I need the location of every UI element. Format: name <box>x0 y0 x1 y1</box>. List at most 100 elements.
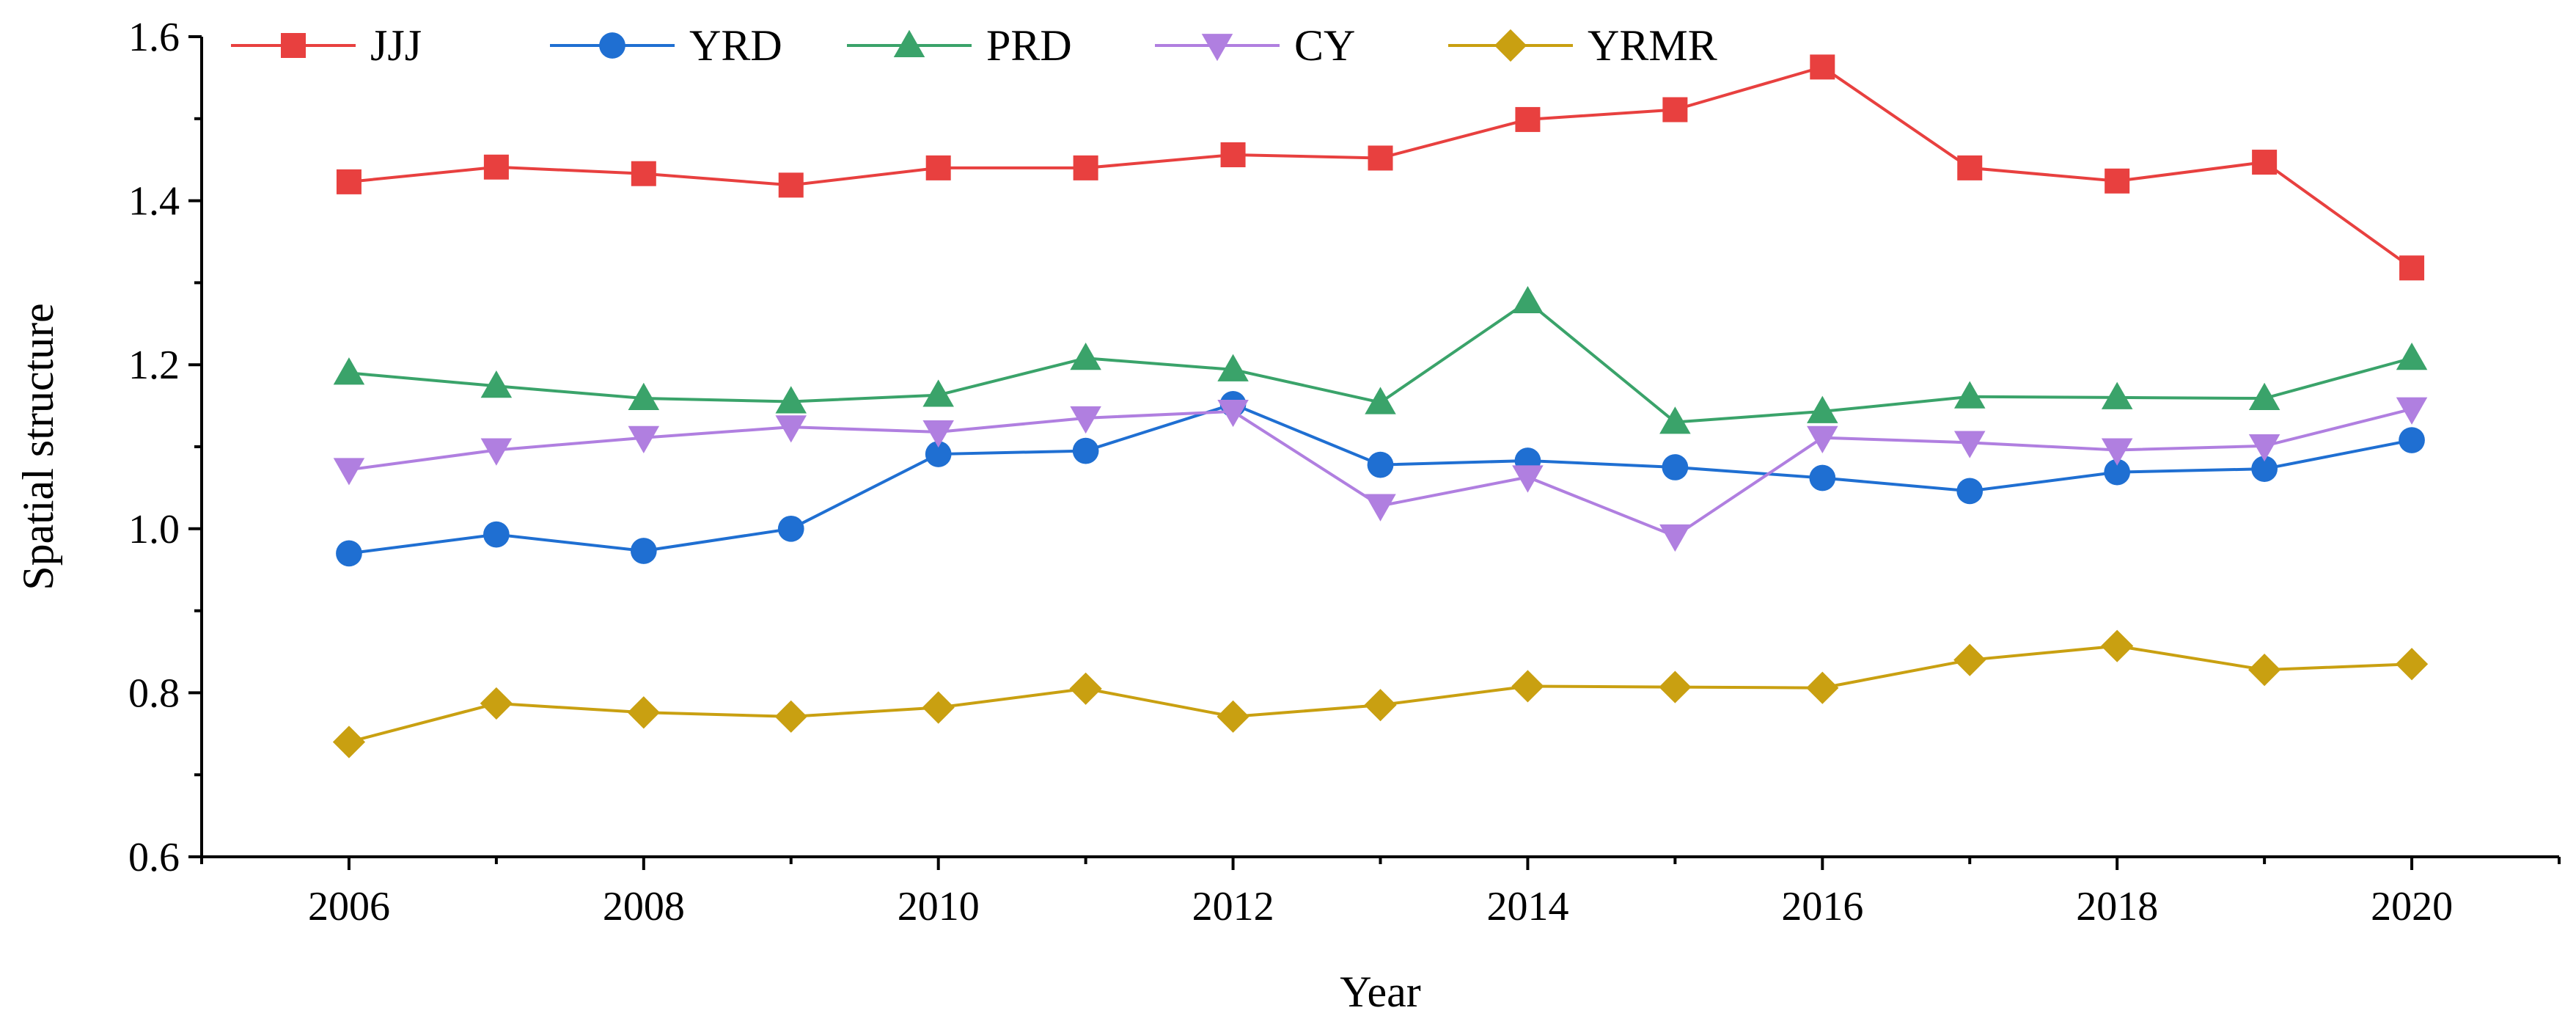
legend-label-jjj: JJJ <box>370 21 422 70</box>
y-tick-label: 1.0 <box>128 507 180 552</box>
data-point-cy <box>1217 399 1249 428</box>
y-tick-label: 1.6 <box>128 15 180 60</box>
x-axis-title: Year <box>1340 968 1421 1016</box>
data-point-jjj <box>2252 150 2278 175</box>
legend-item-yrmr: YRMR <box>1448 21 1717 70</box>
y-axis-title: Spatial structure <box>14 303 62 591</box>
data-point-yrmr <box>1953 643 1986 676</box>
data-point-jjj <box>631 161 656 186</box>
data-point-cy <box>2248 434 2280 462</box>
series-jjj <box>336 54 2425 281</box>
data-point-cy <box>333 458 365 486</box>
data-point-cy <box>628 425 660 453</box>
x-tick-label: 2018 <box>2076 884 2158 929</box>
data-point-yrd <box>1072 437 1099 464</box>
y-tick-label: 0.6 <box>128 835 180 880</box>
data-point-yrd <box>336 540 362 567</box>
axes-layer: 0.6 0.8 1.0 1.2 1.4 1.6 2006 2008 2010 2012 2014 20… <box>128 15 2561 929</box>
data-point-prd <box>1659 406 1691 434</box>
y-tick-label: 0.8 <box>128 670 180 716</box>
data-point-cy <box>1954 431 1986 458</box>
data-point-yrd <box>630 538 657 564</box>
data-point-yrmr <box>2101 629 2134 662</box>
legend-marker-yrd <box>599 32 625 59</box>
series-yrd <box>336 391 2425 567</box>
data-point-prd <box>1512 285 1544 314</box>
data-point-prd <box>922 379 954 407</box>
data-point-yrmr <box>1217 700 1250 733</box>
data-point-yrd <box>777 515 804 542</box>
data-point-prd <box>480 370 513 398</box>
x-tick-label: 2016 <box>1781 884 1863 929</box>
data-point-prd <box>1217 354 1249 381</box>
legend-label-yrd: YRD <box>689 21 782 70</box>
data-point-jjj <box>483 154 509 180</box>
data-point-yrd <box>1956 478 1984 505</box>
legend-label-prd: PRD <box>986 21 1072 70</box>
data-point-yrmr <box>1659 670 1692 703</box>
data-point-cy <box>480 438 513 466</box>
data-point-cy <box>2396 397 2428 425</box>
data-point-cy <box>1807 425 1838 453</box>
data-point-jjj <box>2105 168 2130 194</box>
data-point-jjj <box>1810 54 1835 80</box>
data-point-cy <box>922 420 954 448</box>
series-prd <box>333 285 2428 434</box>
data-point-yrd <box>2104 458 2131 486</box>
legend-label-yrmr: YRMR <box>1588 21 1717 70</box>
data-point-yrmr <box>1806 671 1839 704</box>
x-tick-label: 2008 <box>603 884 685 929</box>
data-point-prd <box>1365 387 1396 414</box>
data-point-yrmr <box>1511 670 1544 703</box>
data-point-yrmr <box>1069 672 1102 705</box>
series-yrmr <box>332 629 2429 759</box>
x-tick-label: 2014 <box>1486 884 1568 929</box>
data-point-jjj <box>1957 155 1983 180</box>
data-point-prd <box>2101 381 2133 409</box>
x-tick-label: 2012 <box>1192 884 1274 929</box>
data-point-yrd <box>1809 464 1836 491</box>
data-point-yrmr <box>2248 653 2281 687</box>
data-point-cy <box>1512 465 1544 493</box>
data-point-jjj <box>1662 97 1688 123</box>
data-point-yrmr <box>332 726 366 759</box>
legend-item-jjj: JJJ <box>231 21 422 70</box>
data-point-jjj <box>2399 255 2425 281</box>
data-point-cy <box>1659 524 1691 552</box>
legend-item-cy: CY <box>1155 21 1355 70</box>
data-point-yrd <box>925 441 952 467</box>
y-tick-label: 1.4 <box>128 179 180 224</box>
data-point-prd <box>1070 343 1101 370</box>
data-point-jjj <box>1368 145 1393 171</box>
data-point-cy <box>2101 438 2133 466</box>
data-point-prd <box>1954 381 1986 409</box>
x-tick-label: 2010 <box>898 884 980 929</box>
series-cy <box>333 397 2428 552</box>
data-point-jjj <box>1515 106 1541 132</box>
data-point-cy <box>1070 406 1101 434</box>
legend-item-yrd: YRD <box>550 21 782 70</box>
data-point-yrd <box>2399 427 2425 453</box>
legend: JJJ YRD PRD CY YRMR <box>231 21 1717 70</box>
data-point-yrd <box>2251 456 2278 483</box>
legend-item-prd: PRD <box>847 21 1072 70</box>
data-point-jjj <box>925 155 951 180</box>
data-point-yrmr <box>1364 689 1397 722</box>
data-point-yrmr <box>922 691 955 724</box>
data-point-yrmr <box>627 696 660 729</box>
data-point-prd <box>775 386 807 414</box>
data-point-prd <box>2248 382 2280 410</box>
data-point-yrd <box>1662 454 1689 480</box>
data-point-yrd <box>1367 451 1394 478</box>
x-tick-label: 2020 <box>2371 884 2453 929</box>
data-point-prd <box>333 357 365 385</box>
data-point-cy <box>1365 494 1396 522</box>
legend-label-cy: CY <box>1294 21 1355 70</box>
data-point-jjj <box>1220 142 1246 167</box>
legend-marker-jjj <box>281 33 306 58</box>
legend-marker-prd <box>893 29 925 57</box>
data-point-prd <box>628 382 660 410</box>
data-point-yrmr <box>774 700 807 733</box>
legend-marker-cy <box>1201 34 1233 62</box>
data-point-yrd <box>483 521 510 548</box>
